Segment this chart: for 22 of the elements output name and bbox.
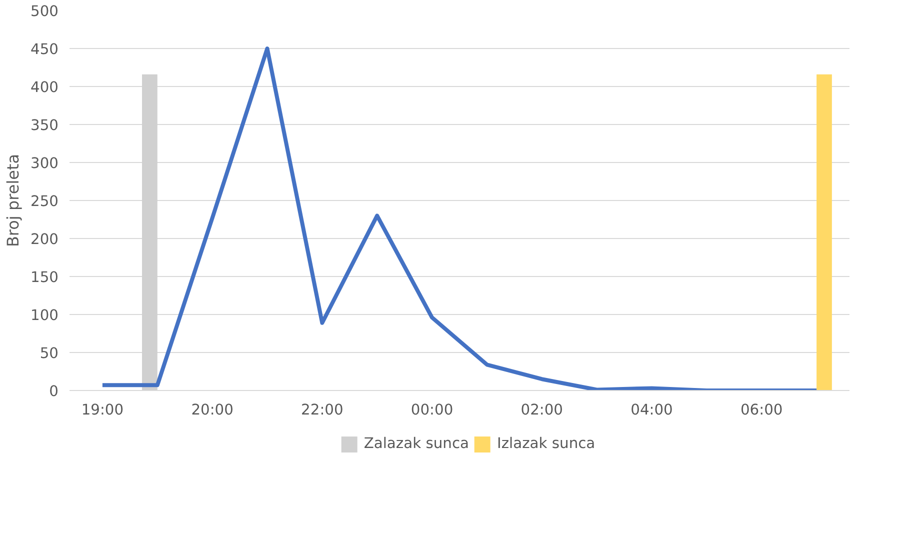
y-tick-label: 0 [49, 383, 59, 400]
y-tick-label: 150 [30, 269, 59, 286]
x-tick-label: 22:00 [301, 402, 344, 418]
y-tick-label: 50 [40, 345, 59, 362]
x-tick-label: 06:00 [740, 402, 783, 418]
x-tick-label: 00:00 [410, 402, 454, 418]
x-tick-label: 02:00 [520, 402, 564, 418]
legend-label: Zalazak sunca [364, 435, 469, 452]
x-tick-label: 19:00 [81, 402, 124, 418]
y-tick-label: 100 [30, 307, 59, 324]
y-tick-label: 200 [30, 231, 59, 248]
y-tick-label: 300 [30, 155, 59, 172]
y-axis-title: Broj preleta [4, 154, 23, 248]
y-tick-label: 350 [30, 117, 59, 134]
y-tick-label: 500 [30, 3, 59, 20]
y-tick-label: 250 [30, 193, 59, 210]
x-tick-label: 04:00 [630, 402, 673, 418]
y-tick-label: 450 [30, 41, 59, 58]
legend-label: Izlazak sunca [497, 435, 596, 452]
y-tick-label: 400 [30, 79, 59, 96]
x-tick-label: 20:00 [191, 402, 234, 418]
line-series [100, 46, 819, 390]
